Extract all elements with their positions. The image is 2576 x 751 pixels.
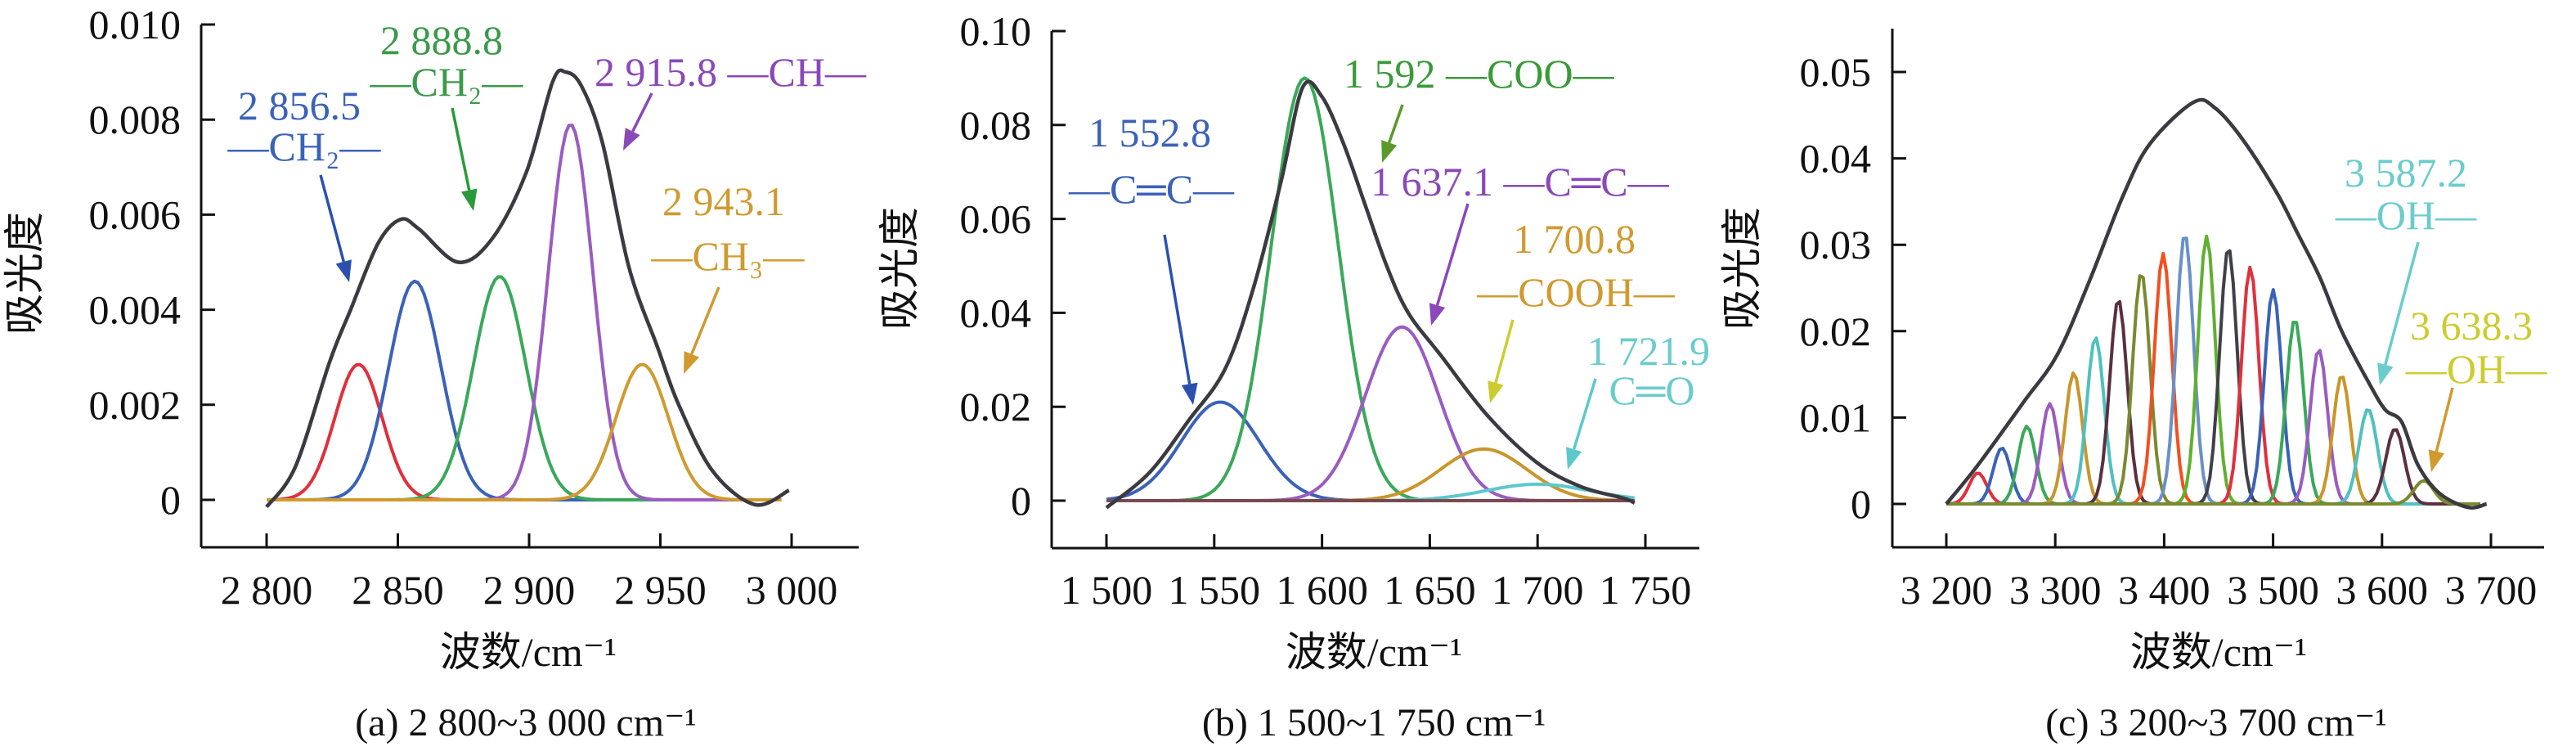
y-tick-label: 0.02 [960, 384, 1032, 429]
panel-c: 0 0.01 0.02 0.03 0.04 0.05 3 200 3 300 3 400 3 50… [1719, 29, 2547, 744]
x-tick-label: 3 400 [2118, 567, 2210, 613]
peak-annotation-group: —COOH— [1476, 269, 1676, 315]
arrow-head-icon [1566, 447, 1582, 470]
panel-caption: (c) 3 200~3 700 cm⁻¹ [2045, 701, 2387, 744]
x-tick-label: 2 850 [352, 567, 444, 613]
arrow-head-icon [2428, 449, 2445, 472]
panel-caption: (b) 1 500~1 750 cm⁻¹ [1202, 701, 1546, 744]
annotation-arrow [319, 174, 345, 263]
peak-annotation-value: 1 592 —COO— [1344, 51, 1615, 97]
component-peak-curve [1946, 236, 2480, 506]
arrow-head-icon [460, 188, 478, 211]
x-tick-label: 3 200 [1901, 567, 1993, 613]
x-tick-label: 3 700 [2445, 567, 2538, 613]
x-axis-label: 波数/cm⁻¹ [2130, 629, 2307, 675]
annotation-arrow [690, 286, 720, 355]
peak-annotation-group: —OH— [2335, 192, 2477, 238]
x-tick-label: 2 950 [614, 567, 707, 613]
x-tick-label: 3 500 [2227, 567, 2319, 613]
y-tick-label: 0.01 [1800, 394, 1872, 440]
x-tick-label: 3 000 [746, 567, 838, 613]
y-tick-label: 0.10 [960, 8, 1032, 54]
x-axis-label: 波数/cm⁻¹ [1286, 629, 1462, 675]
panel-caption: (a) 2 800~3 000 cm⁻¹ [355, 701, 697, 744]
peak-annotation-group: C═O [1609, 367, 1695, 413]
x-axis-label: 波数/cm⁻¹ [440, 629, 617, 675]
peak-annotation-value: 1 552.8 [1088, 110, 1211, 155]
peak-annotation-value: 3 587.2 [2345, 150, 2467, 196]
annotation-arrow [1572, 378, 1597, 450]
annotation-arrow [2435, 387, 2454, 452]
peak-annotation-value: 1 700.8 [1513, 216, 1636, 262]
peak-annotation-value: 2 915.8 —CH— [595, 49, 867, 95]
x-tick-label: 1 500 [1061, 567, 1153, 613]
y-tick-label: 0.010 [89, 2, 182, 47]
panel-b: 0 0.02 0.04 0.06 0.08 0.10 1 500 1 550 1 600 1 65… [877, 8, 1710, 744]
y-tick-label: 0.004 [89, 287, 182, 333]
y-tick-label: 0 [1011, 478, 1031, 524]
x-tick-label: 1 750 [1600, 567, 1692, 613]
arrow-head-icon [1488, 380, 1504, 403]
x-tick-label: 3 600 [2336, 567, 2429, 613]
arrow-head-icon [623, 128, 640, 151]
y-tick-label: 0.04 [1800, 136, 1872, 182]
y-tick-label: 0.02 [1800, 308, 1872, 354]
annotation-arrow [1163, 234, 1192, 384]
y-axis-label: 吸光度 [1719, 207, 1765, 330]
panel-a: 0 0.002 0.004 0.006 0.008 0.010 2 800 2 850 2 90… [2, 2, 867, 744]
component-peak-curve [267, 362, 782, 501]
y-tick-label: 0.006 [89, 191, 182, 237]
total-spectrum-curve [1105, 79, 1636, 510]
component-peak-curve [1946, 234, 2480, 506]
peak-annotation-value: 3 638.3 [2410, 303, 2533, 349]
component-peak-curve [267, 362, 782, 501]
y-tick-label: 0.05 [1800, 49, 1872, 95]
y-axis-label: 吸光度 [877, 207, 922, 330]
component-peak-curve [1946, 479, 2480, 506]
x-tick-label: 1 600 [1276, 567, 1368, 613]
peak-annotation-group: —CH₂— [227, 124, 382, 169]
x-tick-label: 1 650 [1384, 567, 1476, 613]
arrow-head-icon [684, 351, 700, 374]
annotation-arrow [2384, 241, 2420, 366]
peak-annotation-group: —OH— [2405, 346, 2547, 392]
x-tick-label: 2 900 [483, 567, 576, 613]
annotation-arrow [1494, 319, 1515, 384]
y-tick-label: 0 [1851, 481, 1871, 527]
y-tick-label: 0 [160, 477, 181, 523]
peak-annotation-value: 2 943.1 [662, 178, 785, 224]
y-tick-label: 0.002 [89, 382, 182, 428]
peak-annotation-group: —C═C— [1068, 166, 1235, 212]
component-peak-curve [1946, 321, 2480, 506]
peak-annotation-group: —CH₃— [651, 233, 806, 279]
y-tick-label: 0.08 [960, 102, 1032, 148]
y-tick-label: 0.008 [89, 97, 182, 142]
y-axis-label: 吸光度 [2, 212, 47, 335]
arrow-head-icon [1381, 140, 1398, 163]
arrow-head-icon [1429, 303, 1446, 326]
peak-annotation-value: 2 856.5 [238, 83, 361, 128]
peak-annotation-value: 2 888.8 [380, 17, 503, 63]
peak-annotation-group: —CH₂— [370, 59, 524, 105]
arrow-head-icon [335, 259, 352, 282]
total-spectrum-curve [265, 68, 790, 509]
arrow-head-icon [2377, 362, 2394, 385]
x-tick-label: 1 550 [1169, 567, 1261, 613]
total-spectrum-curve [1945, 97, 2488, 510]
x-tick-label: 2 800 [221, 567, 313, 613]
y-tick-label: 0.03 [1800, 222, 1872, 268]
peak-annotation-value: 1 637.1 —C═C— [1371, 159, 1670, 205]
arrow-head-icon [1181, 382, 1198, 405]
x-tick-label: 3 300 [2009, 567, 2102, 613]
annotation-arrow [1387, 104, 1404, 144]
x-tick-label: 1 700 [1492, 567, 1584, 613]
y-tick-label: 0.04 [960, 290, 1032, 335]
annotation-arrow [451, 107, 471, 191]
peak-annotation-value: 1 721.9 [1587, 328, 1710, 374]
annotation-arrow [1435, 203, 1470, 306]
y-tick-label: 0.06 [960, 196, 1032, 242]
annotation-arrow [631, 92, 653, 133]
